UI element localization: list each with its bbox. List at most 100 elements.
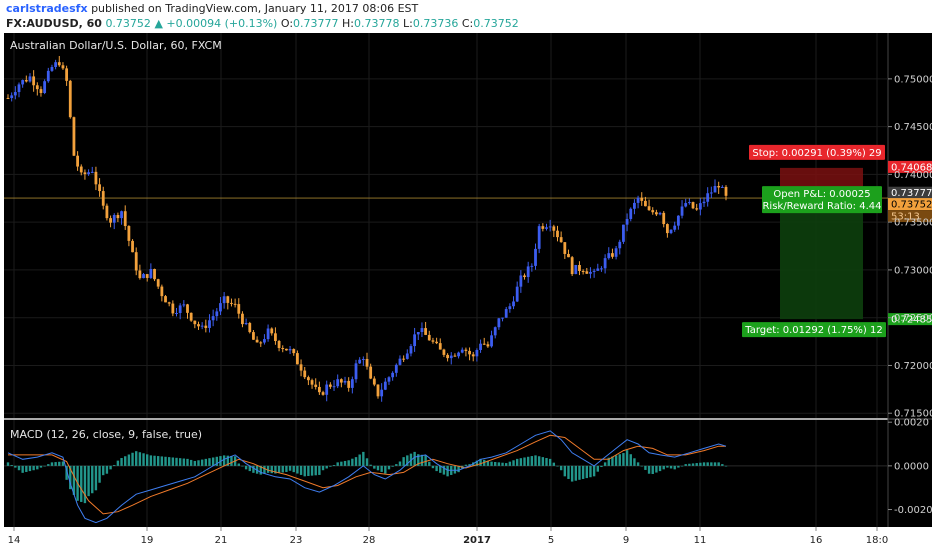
x-tick-label-1: 19 [141,535,154,546]
candle-body-77 [288,349,292,351]
hist-bar-154 [570,465,574,482]
candle-body-20 [79,166,83,173]
macd-line [7,430,727,524]
candle-body-169 [625,218,629,225]
candle-body-38 [145,274,149,278]
candle-body-163 [603,258,607,269]
candle-body-30 [116,215,120,219]
hist-bar-135 [501,462,504,466]
candle-body-151 [559,237,563,243]
candle-body-121 [449,355,453,359]
hist-bar-185 [684,464,687,466]
candle-body-4 [21,80,25,85]
candle-body-119 [442,349,446,355]
hist-bar-145 [537,456,541,466]
hist-bar-143 [530,456,534,466]
price-pane[interactable] [4,33,888,418]
candle-body-52 [197,324,200,327]
candle-body-65 [244,323,248,325]
hist-bar-97 [362,451,365,466]
candle-body-167 [618,241,622,249]
candle-body-88 [328,384,332,387]
hist-bar-106 [395,464,398,466]
hist-bar-103 [384,465,387,474]
candle-body-67 [252,332,255,340]
hist-bar-171 [633,458,636,466]
hist-bar-189 [699,462,702,466]
y-tick-label-7: 0.71500 [894,409,932,420]
candle-body-174 [644,200,647,207]
candle-body-66 [248,323,252,333]
hist-bar-169 [625,450,629,466]
candle-body-124 [460,349,464,353]
grid [4,33,888,527]
high-value: 0.73778 [354,17,400,30]
candle-body-100 [372,378,376,385]
hist-bar-74 [277,465,281,474]
candle-body-46 [175,312,178,314]
hist-bar-5 [25,465,28,472]
hist-bar-64 [241,465,244,467]
hist-bar-153 [567,465,570,479]
author-link[interactable]: carlstradesfx [6,2,88,15]
hist-bar-33 [127,454,131,466]
ohlc-line: FX:AUDUSD, 60 0.73752 ▲ +0.00094 (+0.13%… [6,17,519,30]
candle-body-78 [292,349,296,354]
candle-body-99 [369,366,373,379]
candle-body-41 [156,279,160,287]
candle-body-108 [402,358,406,360]
pnl-label-line-0: Open P&L: 0.00025 [773,189,870,200]
candle-body-135 [501,317,504,319]
candle-body-140 [519,275,523,287]
hist-bar-63 [237,463,240,466]
x-tick-label-8: 11 [694,535,707,546]
y-tick-label-4: 0.73000 [894,265,932,276]
hist-bar-152 [563,465,567,477]
hist-bar-57 [215,456,219,466]
hist-bar-89 [332,464,336,466]
hist-bar-157 [581,465,585,479]
hist-bar-181 [669,465,673,469]
hist-bar-9 [39,465,43,468]
hist-bar-81 [303,465,306,477]
candle-body-134 [497,318,501,328]
candle-body-155 [574,264,578,275]
candle-body-154 [570,257,574,275]
candle-body-13 [54,62,58,67]
candle-body-176 [651,210,655,213]
stop-price-tag: 0.74068 [891,162,932,173]
hist-bar-193 [713,462,717,466]
candle-body-116 [431,340,435,342]
last-price-tag: 0.73752 [891,200,932,211]
candle-body-53 [200,325,204,327]
hist-bar-76 [285,465,288,472]
candle-body-180 [665,224,669,234]
hist-bar-90 [336,462,339,466]
macd-y-tick-label-1: 0.0000 [894,461,929,472]
candle-body-193 [713,185,717,193]
candle-body-146 [541,226,545,229]
high-price-tag-bg [888,186,932,199]
hist-bar-117 [435,465,438,472]
price-axis[interactable] [888,33,932,527]
x-tick-label-9: 16 [810,535,823,546]
candle-body-24 [94,171,98,185]
hist-bar-99 [369,464,372,466]
hist-bar-170 [629,454,632,466]
hist-bar-150 [556,465,559,467]
macd-pane[interactable] [4,420,888,527]
candle-body-175 [647,206,651,211]
candle-body-79 [295,353,299,365]
candle-body-49 [186,304,189,313]
candle-body-40 [153,268,156,280]
candle-body-150 [556,230,559,238]
macd-pane-title: MACD (12, 26, close, 9, false, true) [10,428,202,441]
hist-bar-162 [600,465,603,468]
candle-body-89 [332,386,336,388]
hist-bar-111 [413,451,416,466]
candle-body-27 [105,205,109,219]
y-tick-label-6: 0.72000 [894,361,932,372]
candle-body-58 [219,303,222,312]
candle-body-57 [215,311,219,317]
